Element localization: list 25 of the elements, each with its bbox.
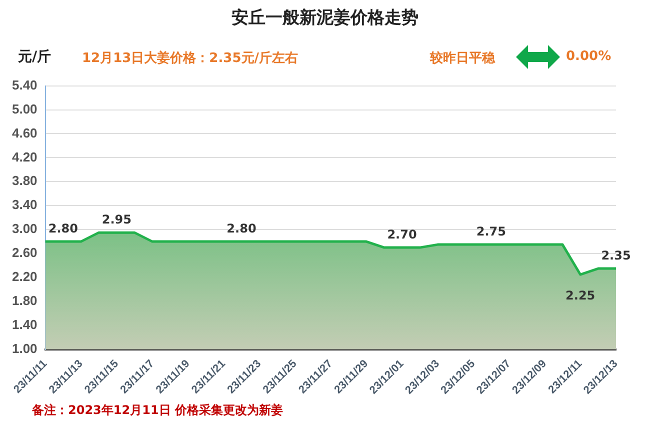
y-axis-title: 元/斤 xyxy=(18,48,52,66)
data-label: 2.80 xyxy=(48,222,78,236)
y-tick-label: 3.80 xyxy=(12,173,38,188)
y-tick-label: 3.40 xyxy=(12,197,38,212)
y-tick-label: 1.00 xyxy=(12,340,38,356)
y-tick-label: 2.60 xyxy=(12,245,38,260)
y-tick-label: 5.40 xyxy=(12,77,38,92)
text: 备注：2023年12月11日 价格采集更改为新姜 xyxy=(32,402,283,419)
data-label: 2.95 xyxy=(102,212,132,227)
chart-subtitle: 12月13日大姜价格：2.35元/斤左右 xyxy=(82,50,298,67)
y-tick-label: 1.80 xyxy=(12,293,38,308)
data-label: 2.75 xyxy=(476,224,506,239)
text: 0.00% xyxy=(566,49,612,64)
data-label: 2.25 xyxy=(566,288,596,303)
y-tick-label: 4.20 xyxy=(12,149,38,164)
data-label: 2.70 xyxy=(387,228,417,242)
y-tick-label: 1.40 xyxy=(12,317,38,332)
y-tick-label: 4.60 xyxy=(12,125,38,140)
chart-title: 安丘一般新泥姜价格走势 xyxy=(230,6,420,29)
data-label: 2.35 xyxy=(601,248,631,263)
y-tick-label: 2.20 xyxy=(12,269,38,284)
y-tick-label: 3.00 xyxy=(12,221,38,236)
text: 较昨日平稳 xyxy=(430,50,495,67)
y-tick-label: 5.00 xyxy=(12,101,38,116)
data-label: 2.80 xyxy=(226,222,256,236)
